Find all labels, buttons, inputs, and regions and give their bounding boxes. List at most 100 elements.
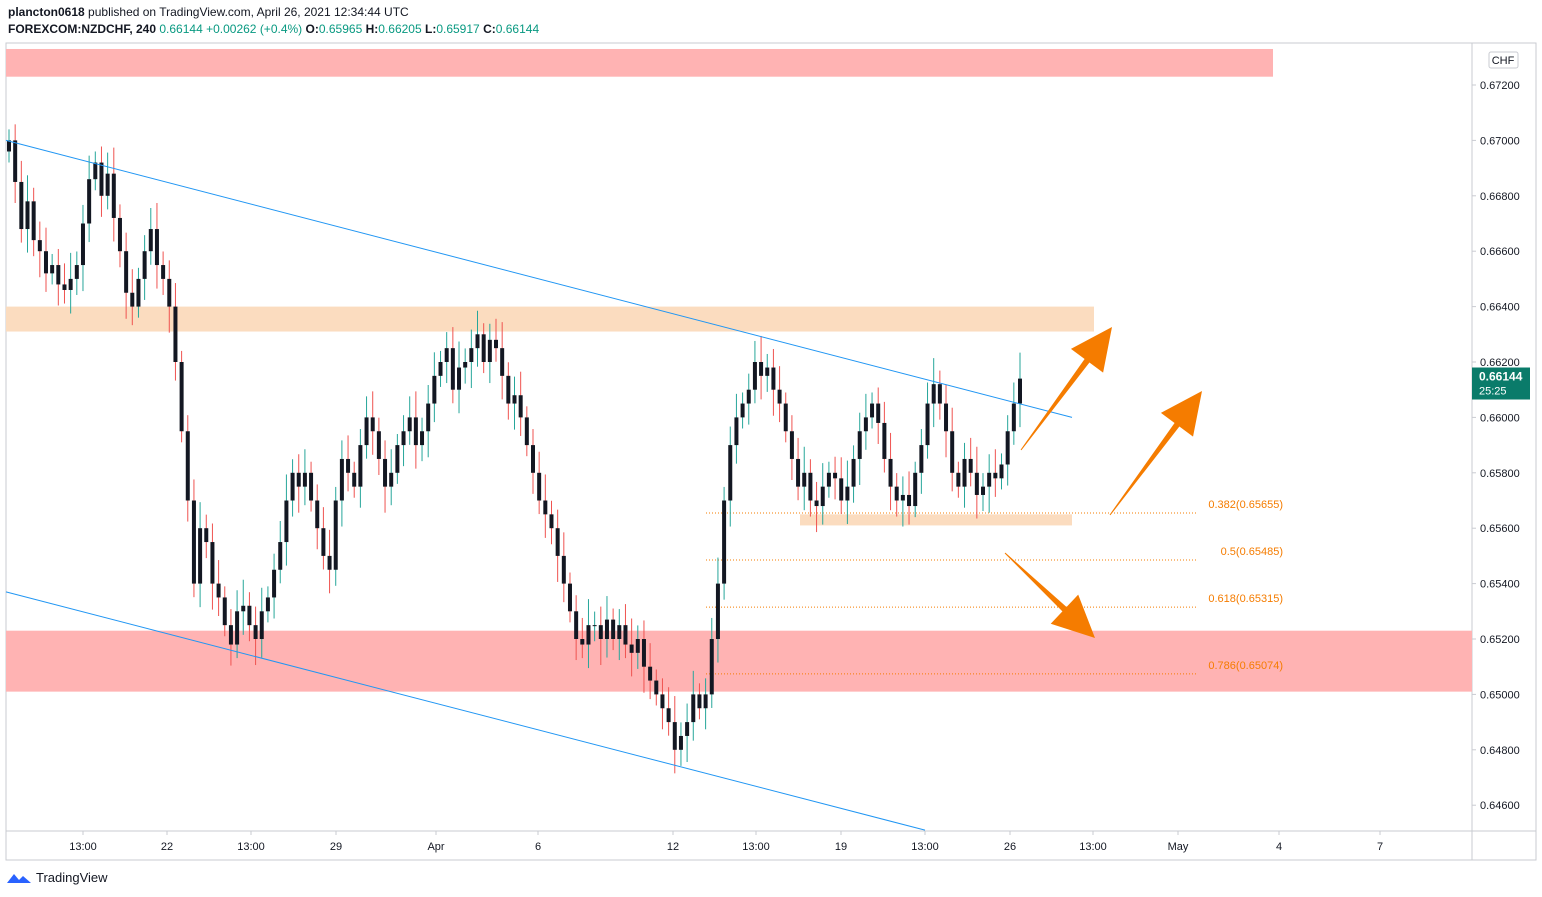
candle-body (734, 417, 739, 446)
candle-body (216, 583, 221, 598)
candle-body (851, 458, 856, 487)
candle-body (857, 431, 862, 459)
x-tick-label: 13:00 (1079, 841, 1107, 853)
candle-body (802, 472, 807, 487)
last-price: 0.66144 (159, 22, 203, 36)
candle-body (450, 348, 455, 390)
candle-body (475, 334, 480, 349)
candle-body (567, 583, 572, 612)
tradingview-brand: TradingView (36, 870, 108, 885)
high-value: 0.66205 (378, 22, 422, 36)
close-label: C: (483, 22, 496, 36)
x-tick-label: 19 (835, 841, 847, 853)
candle-body (487, 339, 492, 362)
candle-body (759, 362, 764, 376)
supply-zone (6, 306, 1094, 332)
candle-body (25, 201, 30, 230)
candle-body (142, 251, 147, 279)
candle-body (302, 472, 307, 487)
author-name[interactable]: plancton0618 (8, 5, 85, 19)
candle-body (944, 403, 949, 432)
candle-body (604, 619, 609, 639)
candle-body (154, 229, 159, 266)
candle-body (339, 458, 344, 501)
x-tick-label: 29 (330, 841, 342, 853)
current-price-value: 0.66144 (1479, 370, 1523, 384)
candle-body (185, 431, 190, 501)
candle-body (555, 528, 560, 556)
candle-body (265, 597, 270, 612)
y-tick-label: 0.66800 (1480, 191, 1520, 203)
tradingview-logo-icon (7, 873, 31, 883)
candle-body (228, 625, 233, 645)
candle-body (376, 431, 381, 459)
candle-body (272, 569, 277, 598)
candle-body (654, 680, 659, 695)
fib-label: 0.382(0.65655) (1208, 499, 1283, 511)
candle-body (839, 478, 844, 501)
fib-label: 0.618(0.65315) (1208, 593, 1283, 605)
candle-body (937, 384, 942, 404)
y-tick-label: 0.67200 (1480, 80, 1520, 92)
open-label: O: (305, 22, 319, 36)
candle-body (691, 694, 696, 723)
candle-body (561, 555, 566, 584)
x-tick-label: 13:00 (911, 841, 939, 853)
candle-body (463, 362, 468, 368)
candle-body (968, 458, 973, 473)
candle-body (469, 348, 474, 362)
y-tick-label: 0.67000 (1480, 135, 1520, 147)
publish-info: plancton0618 published on TradingView.co… (8, 5, 409, 19)
candle-body (111, 173, 116, 218)
candle-body (771, 367, 776, 390)
bullish-arrow-second (1109, 391, 1202, 516)
candle-body (278, 542, 283, 570)
candle-body (56, 265, 61, 285)
candle-body (413, 417, 418, 446)
candle-body (623, 625, 628, 645)
candle-body (913, 472, 918, 507)
candle-body (204, 528, 209, 543)
y-tick-label: 0.65200 (1480, 634, 1520, 646)
x-tick-label: May (1168, 841, 1189, 853)
candle-body (833, 472, 838, 479)
y-tick-label: 0.66000 (1480, 412, 1520, 424)
candle-body (235, 611, 240, 645)
candle-body (457, 367, 462, 390)
resistance-zone (6, 48, 1273, 77)
candle-body (87, 179, 92, 224)
candle-body (80, 223, 85, 266)
x-tick-label: 6 (535, 841, 541, 853)
y-tick-label: 0.66400 (1480, 302, 1520, 314)
x-tick-label: 12 (667, 841, 679, 853)
candle-body (31, 201, 36, 241)
tradingview-footer[interactable]: TradingView (6, 870, 108, 885)
candle-body (777, 389, 782, 404)
candle-body (74, 265, 79, 279)
candle-body (740, 403, 745, 418)
bar-countdown: 25:25 (1479, 386, 1507, 398)
y-tick-label: 0.65600 (1480, 523, 1520, 535)
y-tick-label: 0.66200 (1480, 357, 1520, 369)
candle-body (808, 472, 813, 501)
candle-body (420, 431, 425, 446)
candle-body (814, 500, 819, 507)
candle-body (1018, 378, 1022, 404)
candle-body (191, 500, 196, 584)
candle-body (728, 445, 733, 501)
candle-body (512, 395, 517, 404)
candle-body (37, 240, 42, 252)
published-text: published on TradingView.com, April 26, … (88, 5, 409, 19)
candle-body (641, 639, 646, 667)
candle-body (678, 735, 683, 750)
candle-body (574, 611, 579, 639)
candle-body (321, 528, 326, 556)
candle-body (919, 445, 924, 473)
candle-body (364, 417, 369, 446)
candle-body (549, 514, 554, 529)
candle-body (309, 472, 314, 501)
candle-body (444, 348, 449, 362)
candle-body (130, 292, 135, 307)
candle-body (580, 639, 585, 645)
